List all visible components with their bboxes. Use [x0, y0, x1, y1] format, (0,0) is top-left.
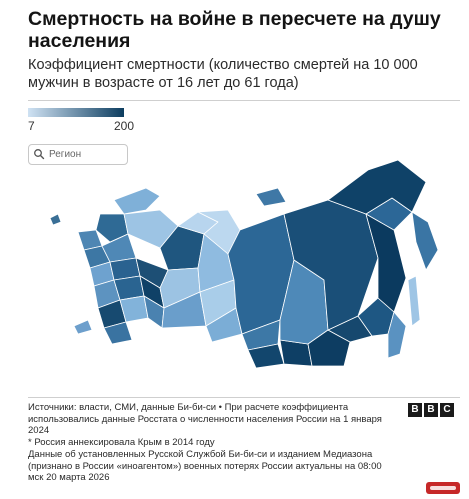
map-region-taimyr-islands[interactable]: [255, 187, 287, 207]
crimea-note: * Россия аннексировала Крым в 2014 году: [28, 437, 215, 449]
data-note: Данные об установленных Русской Службой …: [28, 448, 382, 484]
chart-title: Смертность на войне в пересчете на душу …: [28, 8, 441, 52]
map-region-kaliningrad[interactable]: [49, 213, 62, 226]
map-region-sakhalin[interactable]: [407, 275, 421, 327]
legend-color-scale: [28, 108, 124, 117]
watermark-logo: [426, 482, 460, 494]
map-region-caucasus[interactable]: [103, 321, 133, 345]
russia-choropleth-map: [49, 159, 439, 369]
map-region-murmansk[interactable]: [113, 187, 161, 215]
map-region-primorye[interactable]: [387, 311, 407, 359]
footer-divider: [28, 397, 460, 398]
bbc-logo: B B C: [408, 403, 454, 417]
map-region-kamchatka[interactable]: [411, 211, 439, 271]
bbc-logo-letter-2: B: [424, 403, 438, 417]
header-divider: [28, 100, 460, 101]
map-region-crimea[interactable]: [73, 319, 93, 335]
legend-min-label: 7: [28, 119, 35, 133]
bbc-logo-letter-1: B: [408, 403, 422, 417]
footer-notes: Источники: власти, СМИ, данные Би-би-си …: [28, 402, 388, 484]
search-icon: [34, 149, 45, 160]
bbc-logo-letter-3: C: [440, 403, 454, 417]
chart-subtitle: Коэффициент смертности (количество смерт…: [28, 57, 418, 91]
region-search-input[interactable]: [28, 144, 128, 165]
sources-note: Источники: власти, СМИ, данные Би-би-си …: [28, 402, 382, 437]
legend-max-label: 200: [114, 119, 135, 133]
map-region-buryatia[interactable]: [307, 329, 351, 367]
map-region-chukotka[interactable]: [327, 159, 427, 215]
